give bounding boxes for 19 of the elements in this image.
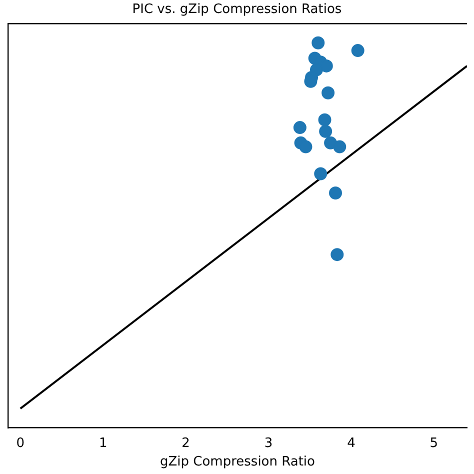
point [312, 36, 325, 50]
point [314, 167, 328, 180]
x-tick-label: 5 [430, 436, 438, 451]
x-tick-label: 2 [182, 436, 190, 451]
point [333, 140, 346, 154]
x-tick-label: 0 [16, 436, 25, 451]
point [319, 124, 332, 138]
point [329, 186, 342, 200]
point [330, 248, 344, 262]
chart-title: PIC vs. gZip Compression Ratios [132, 2, 342, 18]
point [351, 44, 364, 58]
x-tick-label: 4 [347, 436, 356, 451]
x-tick-label: 3 [264, 436, 273, 451]
point [322, 86, 335, 100]
point [318, 113, 332, 126]
x-axis-title: gZip Compression Ratio [160, 454, 316, 470]
point [293, 121, 306, 134]
point [299, 140, 312, 154]
x-tick-label: 1 [98, 436, 108, 451]
